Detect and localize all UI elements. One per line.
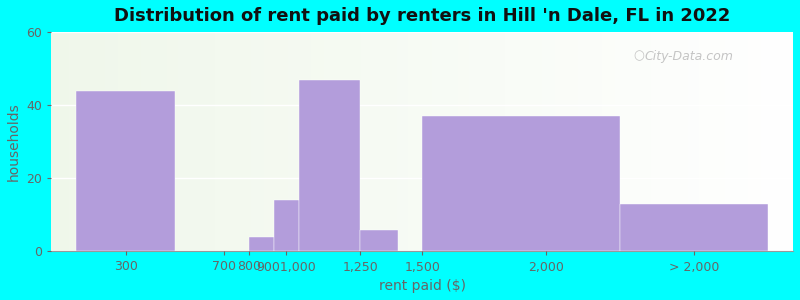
Title: Distribution of rent paid by renters in Hill 'n Dale, FL in 2022: Distribution of rent paid by renters in …	[114, 7, 730, 25]
Bar	[274, 200, 298, 251]
Bar	[249, 237, 274, 251]
Text: ○: ○	[634, 50, 645, 63]
Bar	[620, 204, 768, 251]
Text: City-Data.com: City-Data.com	[645, 50, 734, 63]
Bar	[298, 80, 361, 251]
Bar	[76, 91, 175, 251]
Y-axis label: households: households	[7, 102, 21, 181]
Bar	[422, 116, 620, 251]
X-axis label: rent paid ($): rent paid ($)	[378, 279, 466, 293]
Bar	[361, 230, 398, 251]
